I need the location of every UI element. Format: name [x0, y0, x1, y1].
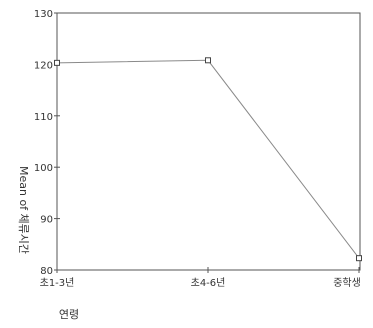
y-tick-label-2: 100	[34, 163, 53, 174]
y-tick-label-0: 80	[40, 266, 53, 277]
x-axis-ticks: 초1-3년 초4-6년 중학생	[40, 267, 361, 289]
y-tick-label-1: 90	[40, 215, 53, 226]
y-axis-title: Mean of 체류시간	[17, 166, 30, 254]
data-point-0	[54, 59, 60, 66]
x-tick-label-1: 초4-6년	[191, 277, 226, 289]
x-axis-title: 연령	[59, 308, 79, 321]
series-line	[56, 59, 360, 259]
x-tick-label-2: 중학생	[333, 277, 361, 289]
plot-frame	[56, 12, 361, 271]
data-point-1	[205, 57, 211, 64]
y-tick-label-4: 120	[34, 60, 53, 71]
y-axis-ticks: 80 90 100 110 120 130	[34, 9, 60, 277]
data-markers	[54, 57, 362, 262]
y-tick-label-3: 110	[34, 112, 53, 123]
x-tick-label-0: 초1-3년	[40, 277, 75, 289]
y-tick-label-5: 130	[34, 9, 53, 20]
data-point-2	[356, 255, 362, 262]
